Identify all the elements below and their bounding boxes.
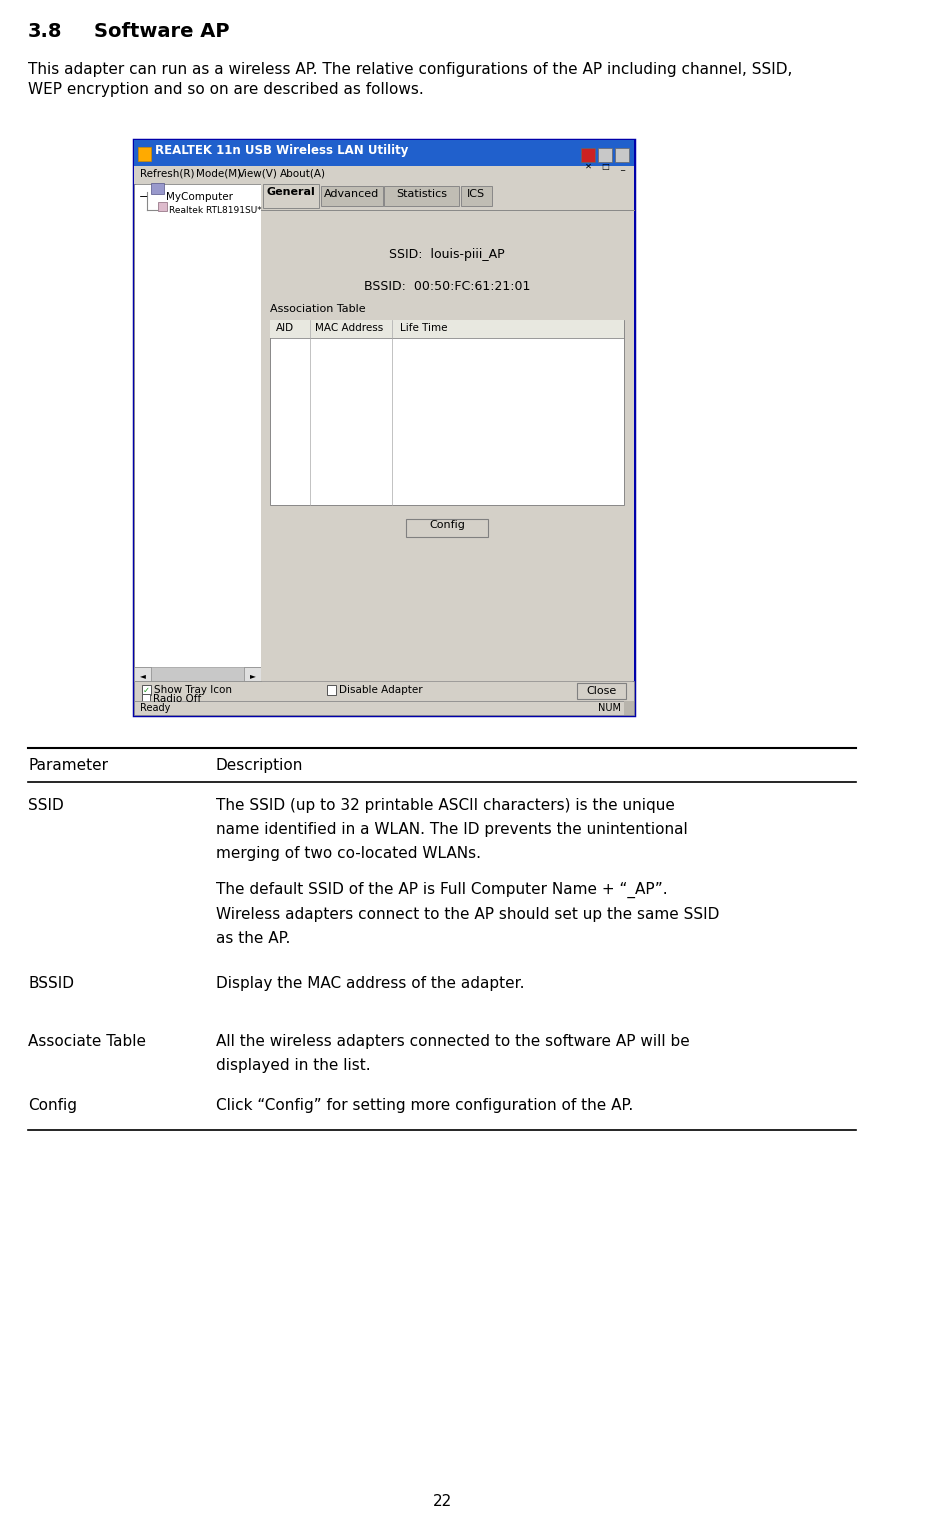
Text: Show Tray Icon: Show Tray Icon: [154, 685, 232, 696]
Text: Radio Off: Radio Off: [153, 694, 202, 705]
Bar: [598, 148, 612, 161]
Text: Close: Close: [587, 686, 617, 696]
Bar: [581, 148, 595, 161]
Bar: [577, 683, 626, 699]
Text: General: General: [267, 187, 316, 196]
Bar: [461, 186, 492, 205]
Bar: [615, 148, 629, 161]
Text: Realtek RTL8191SU*: Realtek RTL8191SU*: [169, 205, 262, 215]
Bar: [135, 702, 634, 715]
Text: Ready: Ready: [140, 703, 171, 712]
Text: Disable Adapter: Disable Adapter: [339, 685, 423, 696]
Bar: [135, 166, 634, 184]
Text: MAC Address: MAC Address: [316, 323, 383, 333]
Bar: [327, 685, 336, 696]
Text: ►: ►: [250, 671, 255, 680]
Bar: [135, 140, 634, 166]
Text: The SSID (up to 32 printable ASCII characters) is the unique
name identified in : The SSID (up to 32 printable ASCII chara…: [216, 798, 688, 861]
Bar: [320, 186, 382, 205]
Text: Refresh(R): Refresh(R): [140, 167, 194, 178]
Text: ✓: ✓: [142, 686, 150, 696]
Text: Description: Description: [216, 758, 303, 773]
Text: Statistics: Statistics: [396, 189, 447, 199]
Text: View(V): View(V): [238, 167, 278, 178]
Text: Association Table: Association Table: [270, 304, 366, 314]
Text: SSID: SSID: [28, 798, 64, 813]
Text: About(A): About(A): [280, 167, 326, 178]
Text: Mode(M): Mode(M): [196, 167, 241, 178]
Bar: [384, 186, 459, 205]
Text: All the wireless adapters connected to the software AP will be
displayed in the : All the wireless adapters connected to t…: [216, 1033, 690, 1073]
Text: Click “Config” for setting more configuration of the AP.: Click “Config” for setting more configur…: [216, 1097, 633, 1113]
Text: BSSID:  00:50:FC:61:21:01: BSSID: 00:50:FC:61:21:01: [364, 280, 530, 294]
Text: −: −: [139, 192, 148, 202]
Bar: [157, 202, 167, 212]
Bar: [270, 320, 625, 505]
Text: This adapter can run as a wireless AP. The relative configurations of the AP inc: This adapter can run as a wireless AP. T…: [28, 62, 792, 78]
Bar: [135, 667, 151, 680]
Bar: [135, 140, 634, 715]
Bar: [151, 183, 164, 193]
Text: SSID:  louis-piii_AP: SSID: louis-piii_AP: [389, 248, 505, 260]
Text: BSSID: BSSID: [28, 976, 74, 991]
Text: NUM: NUM: [598, 703, 621, 712]
Text: Config: Config: [28, 1097, 77, 1113]
Text: REALTEK 11n USB Wireless LAN Utility: REALTEK 11n USB Wireless LAN Utility: [154, 145, 408, 157]
Text: Parameter: Parameter: [28, 758, 108, 773]
Text: Advanced: Advanced: [324, 189, 380, 199]
Text: _: _: [620, 161, 625, 170]
Text: AID: AID: [276, 323, 294, 333]
Text: Display the MAC address of the adapter.: Display the MAC address of the adapter.: [216, 976, 525, 991]
Text: MyComputer: MyComputer: [166, 192, 234, 202]
Text: ✕: ✕: [585, 161, 592, 170]
Bar: [261, 184, 634, 680]
Bar: [270, 320, 625, 338]
Bar: [138, 148, 151, 161]
Bar: [625, 702, 634, 715]
Bar: [135, 680, 634, 702]
Text: Life Time: Life Time: [400, 323, 447, 333]
Bar: [141, 685, 151, 696]
Bar: [135, 184, 261, 680]
Text: The default SSID of the AP is Full Computer Name + “_AP”.
Wireless adapters conn: The default SSID of the AP is Full Compu…: [216, 883, 720, 947]
Bar: [406, 519, 488, 537]
Text: 3.8: 3.8: [28, 21, 63, 41]
Text: Associate Table: Associate Table: [28, 1033, 146, 1049]
Bar: [141, 694, 150, 703]
Text: Config: Config: [429, 521, 464, 530]
Text: ICS: ICS: [467, 189, 485, 199]
Text: Software AP: Software AP: [94, 21, 230, 41]
Bar: [244, 667, 261, 680]
Text: □: □: [601, 161, 609, 170]
Text: ◄: ◄: [139, 671, 146, 680]
Bar: [135, 667, 261, 680]
Text: 22: 22: [432, 1495, 452, 1508]
Bar: [263, 184, 318, 209]
Text: WEP encryption and so on are described as follows.: WEP encryption and so on are described a…: [28, 82, 424, 97]
